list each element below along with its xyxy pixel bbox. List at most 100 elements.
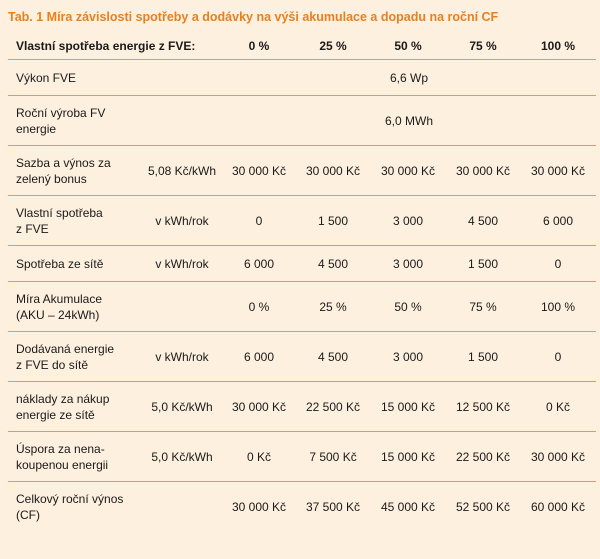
row-unit: 5,0 Kč/kWh bbox=[142, 381, 223, 432]
row-label-line: Míra Akumulace bbox=[16, 291, 103, 306]
table-row: Úspora za nena-koupenou energii 5,0 Kč/kW… bbox=[8, 431, 597, 482]
table-row: Dodávaná energie z FVE do sítě v kWh/rok 6 … bbox=[8, 331, 597, 382]
value-cell: 52 500 Kč bbox=[446, 481, 521, 532]
header-col-0: 0 % bbox=[248, 39, 270, 53]
value-cell: 30 000 Kč bbox=[520, 145, 597, 196]
row-label-line: Výkon FVE bbox=[16, 70, 77, 85]
table-row: Sazba a výnos za zelený bonus 5,08 Kč/kWh 3… bbox=[8, 145, 597, 196]
value-cell: 15 000 Kč bbox=[370, 431, 447, 482]
value-cell: 0 Kč bbox=[222, 431, 297, 482]
value-cell: 22 500 Kč bbox=[296, 381, 371, 432]
row-label-line: Vlastní spotřeba bbox=[16, 205, 103, 220]
row-unit: 5,08 Kč/kWh bbox=[142, 145, 223, 196]
value-cell: 0 Kč bbox=[520, 381, 597, 432]
row-label-line: energie bbox=[16, 121, 57, 136]
header-col-25: 25 % bbox=[319, 39, 347, 53]
row-label-line: (CF) bbox=[16, 507, 40, 522]
row-label-line: energie ze sítě bbox=[16, 407, 95, 422]
row-label-line: z FVE bbox=[16, 221, 49, 236]
row-label: Roční výroba FV energie bbox=[8, 95, 142, 146]
row-label-line: Sazba a výnos za bbox=[16, 155, 111, 170]
row-label: Výkon FVE bbox=[8, 59, 142, 96]
row-unit bbox=[142, 281, 223, 332]
value-cell: 12 500 Kč bbox=[446, 381, 521, 432]
table-row: Míra Akumulace (AKU – 24kWh) 0 % 25 % 50 % 75… bbox=[8, 281, 597, 332]
value-cell: 30 000 Kč bbox=[222, 481, 297, 532]
header-label: Vlastní spotřeba energie z FVE: bbox=[16, 39, 196, 53]
table-header-row: Vlastní spotřeba energie z FVE: 0 % 25 %… bbox=[8, 33, 596, 60]
row-label: Dodávaná energie z FVE do sítě bbox=[8, 331, 142, 382]
value-cell: 75 % bbox=[446, 281, 521, 332]
row-unit: v kWh/rok bbox=[142, 195, 223, 246]
table-row: Vlastní spotřeba z FVE v kWh/rok 0 1 500 3 00… bbox=[8, 195, 597, 246]
merged-value-cell: 6,0 MWh bbox=[222, 95, 597, 146]
row-label-line: (AKU – 24kWh) bbox=[16, 307, 100, 322]
row-label-line: Dodávaná energie bbox=[16, 341, 115, 356]
row-label: Míra Akumulace (AKU – 24kWh) bbox=[8, 281, 142, 332]
data-table: Vlastní spotřeba energie z FVE: 0 % 25 %… bbox=[8, 33, 597, 532]
value-cell: 0 bbox=[222, 195, 297, 246]
row-label-line: z FVE do sítě bbox=[16, 357, 89, 372]
value-cell: 30 000 Kč bbox=[446, 145, 521, 196]
value-cell: 25 % bbox=[296, 281, 371, 332]
table-row: Výkon FVE 6,6 Wp bbox=[8, 59, 597, 96]
header-col-75: 75 % bbox=[469, 39, 497, 53]
value-cell: 6 000 bbox=[222, 245, 297, 282]
row-label-line: Roční výroba FV bbox=[16, 105, 106, 120]
value-cell: 60 000 Kč bbox=[520, 481, 597, 532]
value-cell: 1 500 bbox=[446, 331, 521, 382]
row-unit: v kWh/rok bbox=[142, 331, 223, 382]
row-label-line: Spotřeba ze sítě bbox=[16, 256, 104, 271]
table-row: Celkový roční výnos (CF) 30 000 Kč 37 500 K… bbox=[8, 481, 597, 532]
row-label: náklady za nákup energie ze sítě bbox=[8, 381, 142, 432]
table-row: Roční výroba FV energie 6,0 MWh bbox=[8, 95, 597, 146]
value-cell: 6 000 bbox=[520, 195, 597, 246]
row-unit: v kWh/rok bbox=[142, 245, 223, 282]
value-cell: 37 500 Kč bbox=[296, 481, 371, 532]
table-caption: Tab. 1 Míra závislosti spotřeby a dodávk… bbox=[8, 10, 499, 24]
value-cell: 100 % bbox=[520, 281, 597, 332]
value-cell: 0 bbox=[520, 245, 597, 282]
row-label-line: Celkový roční výnos bbox=[16, 491, 124, 506]
value-cell: 30 000 Kč bbox=[370, 145, 447, 196]
value-cell: 6 000 bbox=[222, 331, 297, 382]
row-label-line: zelený bonus bbox=[16, 171, 87, 186]
value-cell: 50 % bbox=[370, 281, 447, 332]
row-label-line: koupenou energii bbox=[16, 457, 109, 472]
value-cell: 1 500 bbox=[296, 195, 371, 246]
row-label: Vlastní spotřeba z FVE bbox=[8, 195, 142, 246]
row-label: Celkový roční výnos (CF) bbox=[8, 481, 142, 532]
value-cell: 30 000 Kč bbox=[222, 381, 297, 432]
table-row: náklady za nákup energie ze sítě 5,0 Kč/kW… bbox=[8, 381, 597, 432]
value-cell: 45 000 Kč bbox=[370, 481, 447, 532]
value-cell: 7 500 Kč bbox=[296, 431, 371, 482]
value-cell: 30 000 Kč bbox=[520, 431, 597, 482]
value-cell: 30 000 Kč bbox=[222, 145, 297, 196]
value-cell: 3 000 bbox=[370, 331, 447, 382]
row-label-line: Úspora za nena- bbox=[16, 441, 105, 456]
value-cell: 4 500 bbox=[446, 195, 521, 246]
value-cell: 22 500 Kč bbox=[446, 431, 521, 482]
row-unit bbox=[142, 59, 223, 96]
row-unit: 5,0 Kč/kWh bbox=[142, 431, 223, 482]
row-unit bbox=[142, 481, 223, 532]
header-col-100: 100 % bbox=[541, 39, 576, 53]
table-body: Výkon FVE 6,6 Wp Roční výroba FV energie 6,0… bbox=[8, 59, 597, 532]
row-label-line: náklady za nákup bbox=[16, 391, 110, 406]
row-label: Spotřeba ze sítě bbox=[8, 245, 142, 282]
value-cell: 15 000 Kč bbox=[370, 381, 447, 432]
row-label: Úspora za nena-koupenou energii bbox=[8, 431, 142, 482]
value-cell: 3 000 bbox=[370, 195, 447, 246]
header-col-50: 50 % bbox=[394, 39, 422, 53]
value-cell: 0 bbox=[520, 331, 597, 382]
value-cell: 4 500 bbox=[296, 331, 371, 382]
row-unit bbox=[142, 95, 223, 146]
value-cell: 4 500 bbox=[296, 245, 371, 282]
value-cell: 1 500 bbox=[446, 245, 521, 282]
value-cell: 3 000 bbox=[370, 245, 447, 282]
merged-value-cell: 6,6 Wp bbox=[222, 59, 597, 96]
table-row: Spotřeba ze sítě v kWh/rok 6 000 4 500 3 000… bbox=[8, 245, 597, 282]
value-cell: 0 % bbox=[222, 281, 297, 332]
value-cell: 30 000 Kč bbox=[296, 145, 371, 196]
